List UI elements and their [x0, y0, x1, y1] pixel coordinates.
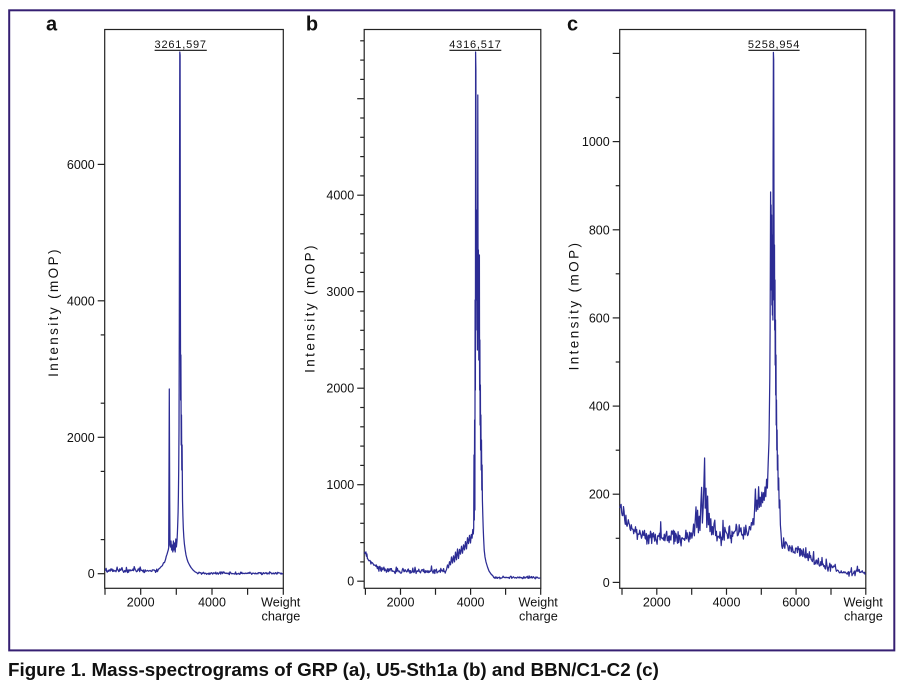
svg-text:3261,597: 3261,597 [155, 39, 207, 51]
svg-text:2000: 2000 [127, 595, 155, 609]
svg-text:Weight: Weight [844, 595, 884, 609]
svg-text:c: c [567, 14, 578, 36]
svg-text:Figure 1. Mass-spectrograms of: Figure 1. Mass-spectrograms of GRP (a), … [8, 659, 659, 680]
svg-text:Intensity (mOP): Intensity (mOP) [566, 241, 581, 371]
svg-text:a: a [46, 14, 58, 36]
svg-text:6000: 6000 [67, 158, 95, 172]
svg-text:4000: 4000 [326, 189, 354, 203]
svg-text:4000: 4000 [67, 294, 95, 308]
svg-text:6000: 6000 [782, 595, 810, 609]
svg-text:charge: charge [844, 610, 883, 624]
svg-text:4000: 4000 [457, 595, 485, 609]
svg-text:3000: 3000 [326, 285, 354, 299]
svg-text:b: b [306, 14, 318, 36]
svg-text:Weight: Weight [261, 595, 301, 609]
svg-text:600: 600 [589, 311, 610, 325]
svg-text:200: 200 [589, 488, 610, 502]
svg-text:1000: 1000 [582, 135, 610, 149]
svg-text:1000: 1000 [326, 478, 354, 492]
svg-text:800: 800 [589, 223, 610, 237]
svg-text:4000: 4000 [198, 595, 226, 609]
svg-text:5258,954: 5258,954 [748, 39, 800, 51]
svg-text:400: 400 [589, 400, 610, 414]
svg-text:0: 0 [347, 575, 354, 589]
svg-text:Intensity (mOP): Intensity (mOP) [46, 247, 61, 377]
svg-text:2000: 2000 [387, 595, 415, 609]
svg-text:4000: 4000 [713, 595, 741, 609]
svg-text:2000: 2000 [326, 382, 354, 396]
svg-text:0: 0 [603, 576, 610, 590]
svg-text:charge: charge [262, 610, 301, 624]
svg-text:Weight: Weight [519, 595, 559, 609]
svg-text:charge: charge [519, 610, 558, 624]
svg-text:0: 0 [88, 567, 95, 581]
svg-text:Intensity (mOP): Intensity (mOP) [303, 243, 318, 373]
svg-text:2000: 2000 [67, 431, 95, 445]
svg-text:2000: 2000 [643, 595, 671, 609]
svg-text:4316,517: 4316,517 [449, 39, 501, 51]
